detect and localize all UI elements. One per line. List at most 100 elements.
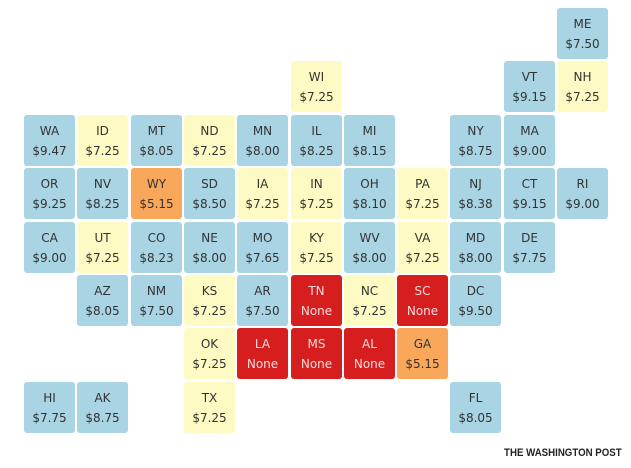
state-abbr: NJ bbox=[469, 177, 482, 191]
state-abbr: VA bbox=[414, 231, 431, 245]
state-wage: $8.25 bbox=[299, 144, 334, 158]
state-tile: SD $8.50 bbox=[184, 168, 235, 219]
state-abbr: MO bbox=[252, 231, 273, 245]
state-wage: $7.50 bbox=[139, 304, 174, 318]
state-abbr: TN bbox=[308, 284, 325, 298]
state-tile: HI $7.75 bbox=[24, 382, 75, 433]
state-wage: $9.00 bbox=[565, 197, 600, 211]
state-tile: AK $8.75 bbox=[77, 382, 128, 433]
state-abbr: CA bbox=[41, 231, 58, 245]
state-tile: SC None bbox=[397, 275, 448, 326]
state-tile: DE $7.75 bbox=[504, 222, 555, 273]
state-tile: AZ $8.05 bbox=[77, 275, 128, 326]
state-tile: WI $7.25 bbox=[291, 61, 342, 112]
state-wage: $9.15 bbox=[512, 90, 547, 104]
state-abbr: CO bbox=[147, 231, 166, 245]
state-tile: FL $8.05 bbox=[450, 382, 501, 433]
state-wage: $8.00 bbox=[192, 251, 227, 265]
state-wage: $7.50 bbox=[565, 37, 600, 51]
state-abbr: CT bbox=[521, 177, 538, 191]
state-wage: $7.25 bbox=[299, 90, 334, 104]
state-abbr: AR bbox=[254, 284, 271, 298]
state-abbr: MN bbox=[252, 124, 273, 138]
state-tile: IA $7.25 bbox=[237, 168, 288, 219]
state-wage: $7.25 bbox=[85, 251, 120, 265]
state-tile: VT $9.15 bbox=[504, 61, 555, 112]
state-wage: $7.25 bbox=[192, 144, 227, 158]
state-tile: NE $8.00 bbox=[184, 222, 235, 273]
state-abbr: ID bbox=[96, 124, 109, 138]
state-wage: $8.38 bbox=[458, 197, 493, 211]
state-tile: NM $7.50 bbox=[131, 275, 182, 326]
state-tile: MN $8.00 bbox=[237, 115, 288, 166]
state-wage: $8.00 bbox=[245, 144, 280, 158]
state-tile: IN $7.25 bbox=[291, 168, 342, 219]
state-abbr: OH bbox=[360, 177, 379, 191]
state-wage: $9.15 bbox=[512, 197, 547, 211]
state-wage: $8.23 bbox=[139, 251, 174, 265]
state-wage: $7.25 bbox=[565, 90, 600, 104]
state-tile: TN None bbox=[291, 275, 342, 326]
state-abbr: RI bbox=[576, 177, 589, 191]
state-tile: TX $7.25 bbox=[184, 382, 235, 433]
state-tile: CO $8.23 bbox=[131, 222, 182, 273]
state-tile: NV $8.25 bbox=[77, 168, 128, 219]
state-wage: $8.10 bbox=[352, 197, 387, 211]
state-wage: $9.25 bbox=[32, 197, 67, 211]
state-abbr: KY bbox=[309, 231, 324, 245]
state-tile: CA $9.00 bbox=[24, 222, 75, 273]
credit: THE WASHINGTON POST bbox=[504, 447, 622, 459]
state-tile: OK $7.25 bbox=[184, 328, 235, 379]
state-abbr: VT bbox=[521, 70, 538, 84]
state-abbr: KS bbox=[201, 284, 218, 298]
state-abbr: DC bbox=[466, 284, 485, 298]
state-abbr: MI bbox=[362, 124, 377, 138]
state-wage: $7.25 bbox=[192, 357, 227, 371]
state-abbr: MA bbox=[520, 124, 539, 138]
state-abbr: GA bbox=[413, 337, 432, 351]
state-tile: ME $7.50 bbox=[557, 8, 608, 59]
state-wage: None bbox=[300, 357, 333, 371]
state-abbr: FL bbox=[468, 391, 483, 405]
state-wage: $9.50 bbox=[458, 304, 493, 318]
state-wage: $5.15 bbox=[139, 197, 174, 211]
state-abbr: UT bbox=[94, 231, 111, 245]
state-tile: WV $8.00 bbox=[344, 222, 395, 273]
state-tile: NC $7.25 bbox=[344, 275, 395, 326]
state-abbr: NV bbox=[93, 177, 112, 191]
state-wage: $7.25 bbox=[405, 197, 440, 211]
state-abbr: IL bbox=[311, 124, 322, 138]
state-tile: IL $8.25 bbox=[291, 115, 342, 166]
state-wage: $7.25 bbox=[299, 251, 334, 265]
state-abbr: WV bbox=[359, 231, 380, 245]
state-abbr: PA bbox=[415, 177, 430, 191]
state-abbr: WY bbox=[146, 177, 167, 191]
state-tile: VA $7.25 bbox=[397, 222, 448, 273]
state-wage: $8.15 bbox=[352, 144, 387, 158]
state-tile: AL None bbox=[344, 328, 395, 379]
state-tile: NJ $8.38 bbox=[450, 168, 501, 219]
state-tile: ND $7.25 bbox=[184, 115, 235, 166]
state-wage: $7.25 bbox=[85, 144, 120, 158]
state-tile: OH $8.10 bbox=[344, 168, 395, 219]
state-abbr: HI bbox=[43, 391, 56, 405]
state-abbr: WA bbox=[39, 124, 60, 138]
state-wage: $7.75 bbox=[32, 411, 67, 425]
state-abbr: WI bbox=[308, 70, 325, 84]
state-wage: $9.47 bbox=[32, 144, 67, 158]
state-abbr: ME bbox=[573, 17, 592, 31]
state-abbr: AL bbox=[362, 337, 377, 351]
state-abbr: SD bbox=[201, 177, 218, 191]
state-tile: NH $7.25 bbox=[557, 61, 608, 112]
state-wage: $7.25 bbox=[299, 197, 334, 211]
state-wage: $7.25 bbox=[245, 197, 280, 211]
state-tile: MI $8.15 bbox=[344, 115, 395, 166]
state-tile: CT $9.15 bbox=[504, 168, 555, 219]
state-wage: None bbox=[300, 304, 333, 318]
state-wage: $8.50 bbox=[192, 197, 227, 211]
state-abbr: NM bbox=[146, 284, 167, 298]
state-tile: WA $9.47 bbox=[24, 115, 75, 166]
state-abbr: MS bbox=[307, 337, 326, 351]
state-wage: None bbox=[353, 357, 386, 371]
